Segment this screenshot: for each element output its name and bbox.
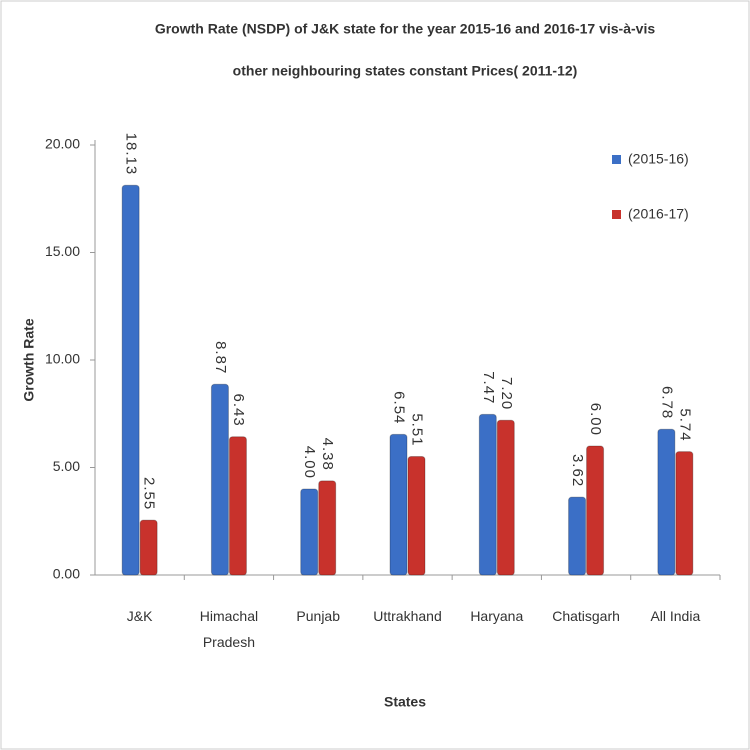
x-tick-label: Himachal Pradesh <box>199 608 259 650</box>
legend-swatch <box>612 210 621 219</box>
x-tick-label: Chatisgarh <box>552 608 620 624</box>
value-label: 2.55 <box>141 477 158 510</box>
value-label: 5.51 <box>409 413 426 446</box>
y-tick-label: 5.00 <box>53 458 80 474</box>
value-label: 4.00 <box>301 446 318 479</box>
x-tick-label: All India <box>650 608 701 624</box>
y-tick-label: 0.00 <box>53 566 80 582</box>
y-tick-label: 15.00 <box>45 243 80 259</box>
bar <box>121 184 140 576</box>
bar <box>478 413 497 576</box>
bar <box>586 445 605 576</box>
bar <box>318 480 337 576</box>
x-tick-label: Punjab <box>296 608 340 624</box>
bar <box>389 433 408 576</box>
x-tick-label: Haryana <box>470 608 524 624</box>
value-label: 3.62 <box>569 454 586 487</box>
bar <box>228 436 247 576</box>
y-tick-label: 20.00 <box>45 136 80 152</box>
value-label: 7.47 <box>480 371 497 404</box>
bar <box>210 383 229 576</box>
value-label: 7.20 <box>498 377 515 410</box>
bar <box>300 488 319 576</box>
bar <box>657 428 676 576</box>
value-label: 6.54 <box>391 391 408 424</box>
value-label: 6.78 <box>658 386 675 419</box>
chart-title: other neighbouring states constant Price… <box>233 63 578 79</box>
value-label: 6.00 <box>587 403 604 436</box>
bar <box>675 451 694 576</box>
value-label: 4.38 <box>319 438 336 471</box>
legend-swatch <box>612 155 621 164</box>
y-axis-title: Growth Rate <box>21 318 37 401</box>
x-tick-label: J&K <box>126 608 153 624</box>
bar <box>407 456 426 576</box>
chart-title: Growth Rate (NSDP) of J&K state for the … <box>155 21 656 37</box>
value-label: 5.74 <box>676 408 693 441</box>
value-label: 6.43 <box>230 394 247 427</box>
legend-label: (2016-17) <box>628 206 689 222</box>
bar <box>139 519 158 576</box>
value-label: 8.87 <box>212 341 229 374</box>
bar <box>496 419 515 576</box>
value-label: 18.13 <box>123 133 140 176</box>
legend-label: (2015-16) <box>628 151 689 167</box>
bar <box>568 496 587 576</box>
x-tick-label: Uttrakhand <box>373 608 442 624</box>
y-tick-label: 10.00 <box>45 351 80 367</box>
x-axis-title: States <box>384 694 426 710</box>
